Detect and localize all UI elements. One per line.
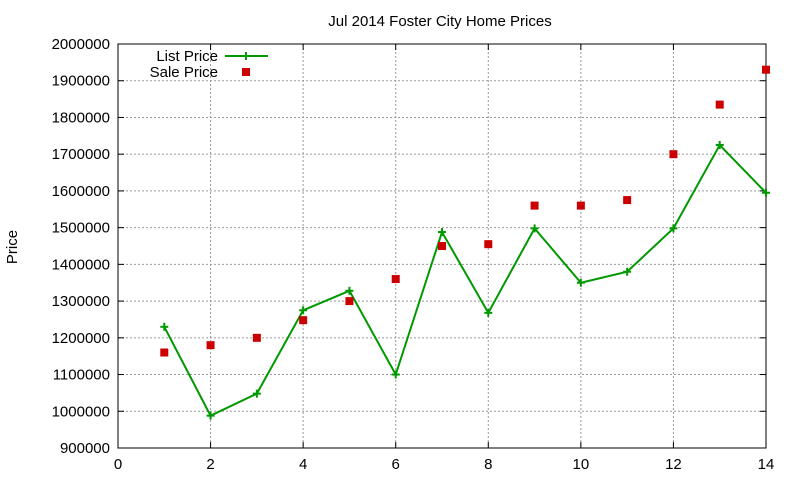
- x-tick-label: 10: [573, 456, 590, 473]
- list-price-point: [391, 370, 400, 379]
- y-tick-label: 1200000: [52, 330, 110, 347]
- sale-price-point: [252, 333, 261, 342]
- legend-label: Sale Price: [150, 64, 218, 81]
- sale-price-point: [623, 196, 632, 205]
- x-tick-label: 8: [484, 456, 492, 473]
- x-tick-label: 14: [758, 456, 775, 473]
- y-tick-label: 1500000: [52, 220, 110, 237]
- sale-price-point: [715, 100, 724, 109]
- y-tick-label: 2000000: [52, 36, 110, 53]
- list-price-point: [623, 267, 632, 276]
- series: [160, 65, 770, 420]
- list-price-point: [299, 306, 308, 315]
- sale-price-point: [299, 316, 308, 325]
- sale-price-point: [669, 150, 678, 159]
- legend-square-sample: [242, 68, 250, 76]
- sale-price-point: [160, 348, 169, 357]
- y-tick-label: 1300000: [52, 293, 110, 310]
- list-price-point: [252, 389, 261, 398]
- list-price-point: [484, 308, 493, 317]
- sale-price-point: [484, 240, 493, 249]
- plot-frame: [117, 43, 767, 449]
- x-tick-label: 2: [206, 456, 214, 473]
- x-tick-label: 0: [114, 456, 122, 473]
- list-price-point: [206, 411, 215, 420]
- y-tick-label: 1600000: [52, 183, 110, 200]
- y-tick-label: 1400000: [52, 256, 110, 273]
- sale-price-point: [530, 201, 539, 210]
- y-tick-label: 1000000: [52, 403, 110, 420]
- list-price-point: [530, 224, 539, 233]
- y-tick-label: 1700000: [52, 146, 110, 163]
- x-tick-label: 4: [299, 456, 307, 473]
- y-tick-label: 1900000: [52, 73, 110, 90]
- sale-price-point: [762, 65, 770, 74]
- series-list-price: [160, 141, 770, 420]
- legend-label: List Price: [156, 48, 218, 65]
- sale-price-point: [206, 341, 215, 350]
- sale-price-point: [391, 275, 400, 284]
- list-price-line: [163, 143, 767, 417]
- series-sale-price: [160, 65, 770, 357]
- list-price-point: [345, 286, 354, 295]
- list-price-point: [715, 141, 724, 149]
- list-price-point: [762, 188, 770, 197]
- y-tick-label: 900000: [60, 440, 110, 457]
- x-tick-label: 6: [392, 456, 400, 473]
- list-price-point: [576, 278, 585, 287]
- list-price-point: [160, 322, 169, 331]
- grid: [118, 44, 766, 448]
- sale-price-point: [345, 297, 354, 306]
- legend-cross-sample: [242, 52, 250, 60]
- y-tick-label: 1100000: [53, 367, 110, 384]
- list-price-point: [669, 224, 678, 233]
- list-price-point: [438, 228, 446, 237]
- x-tick-label: 12: [665, 456, 682, 473]
- y-tick-label: 1800000: [52, 109, 110, 126]
- sale-price-point: [438, 242, 446, 250]
- ticks: 900000 1000000 1100000 1200000 1300000 140000…: [52, 36, 775, 473]
- sale-price-point: [576, 201, 585, 210]
- y-axis-label: Price: [4, 230, 21, 264]
- chart-title: Jul 2014 Foster City Home Prices: [328, 13, 551, 30]
